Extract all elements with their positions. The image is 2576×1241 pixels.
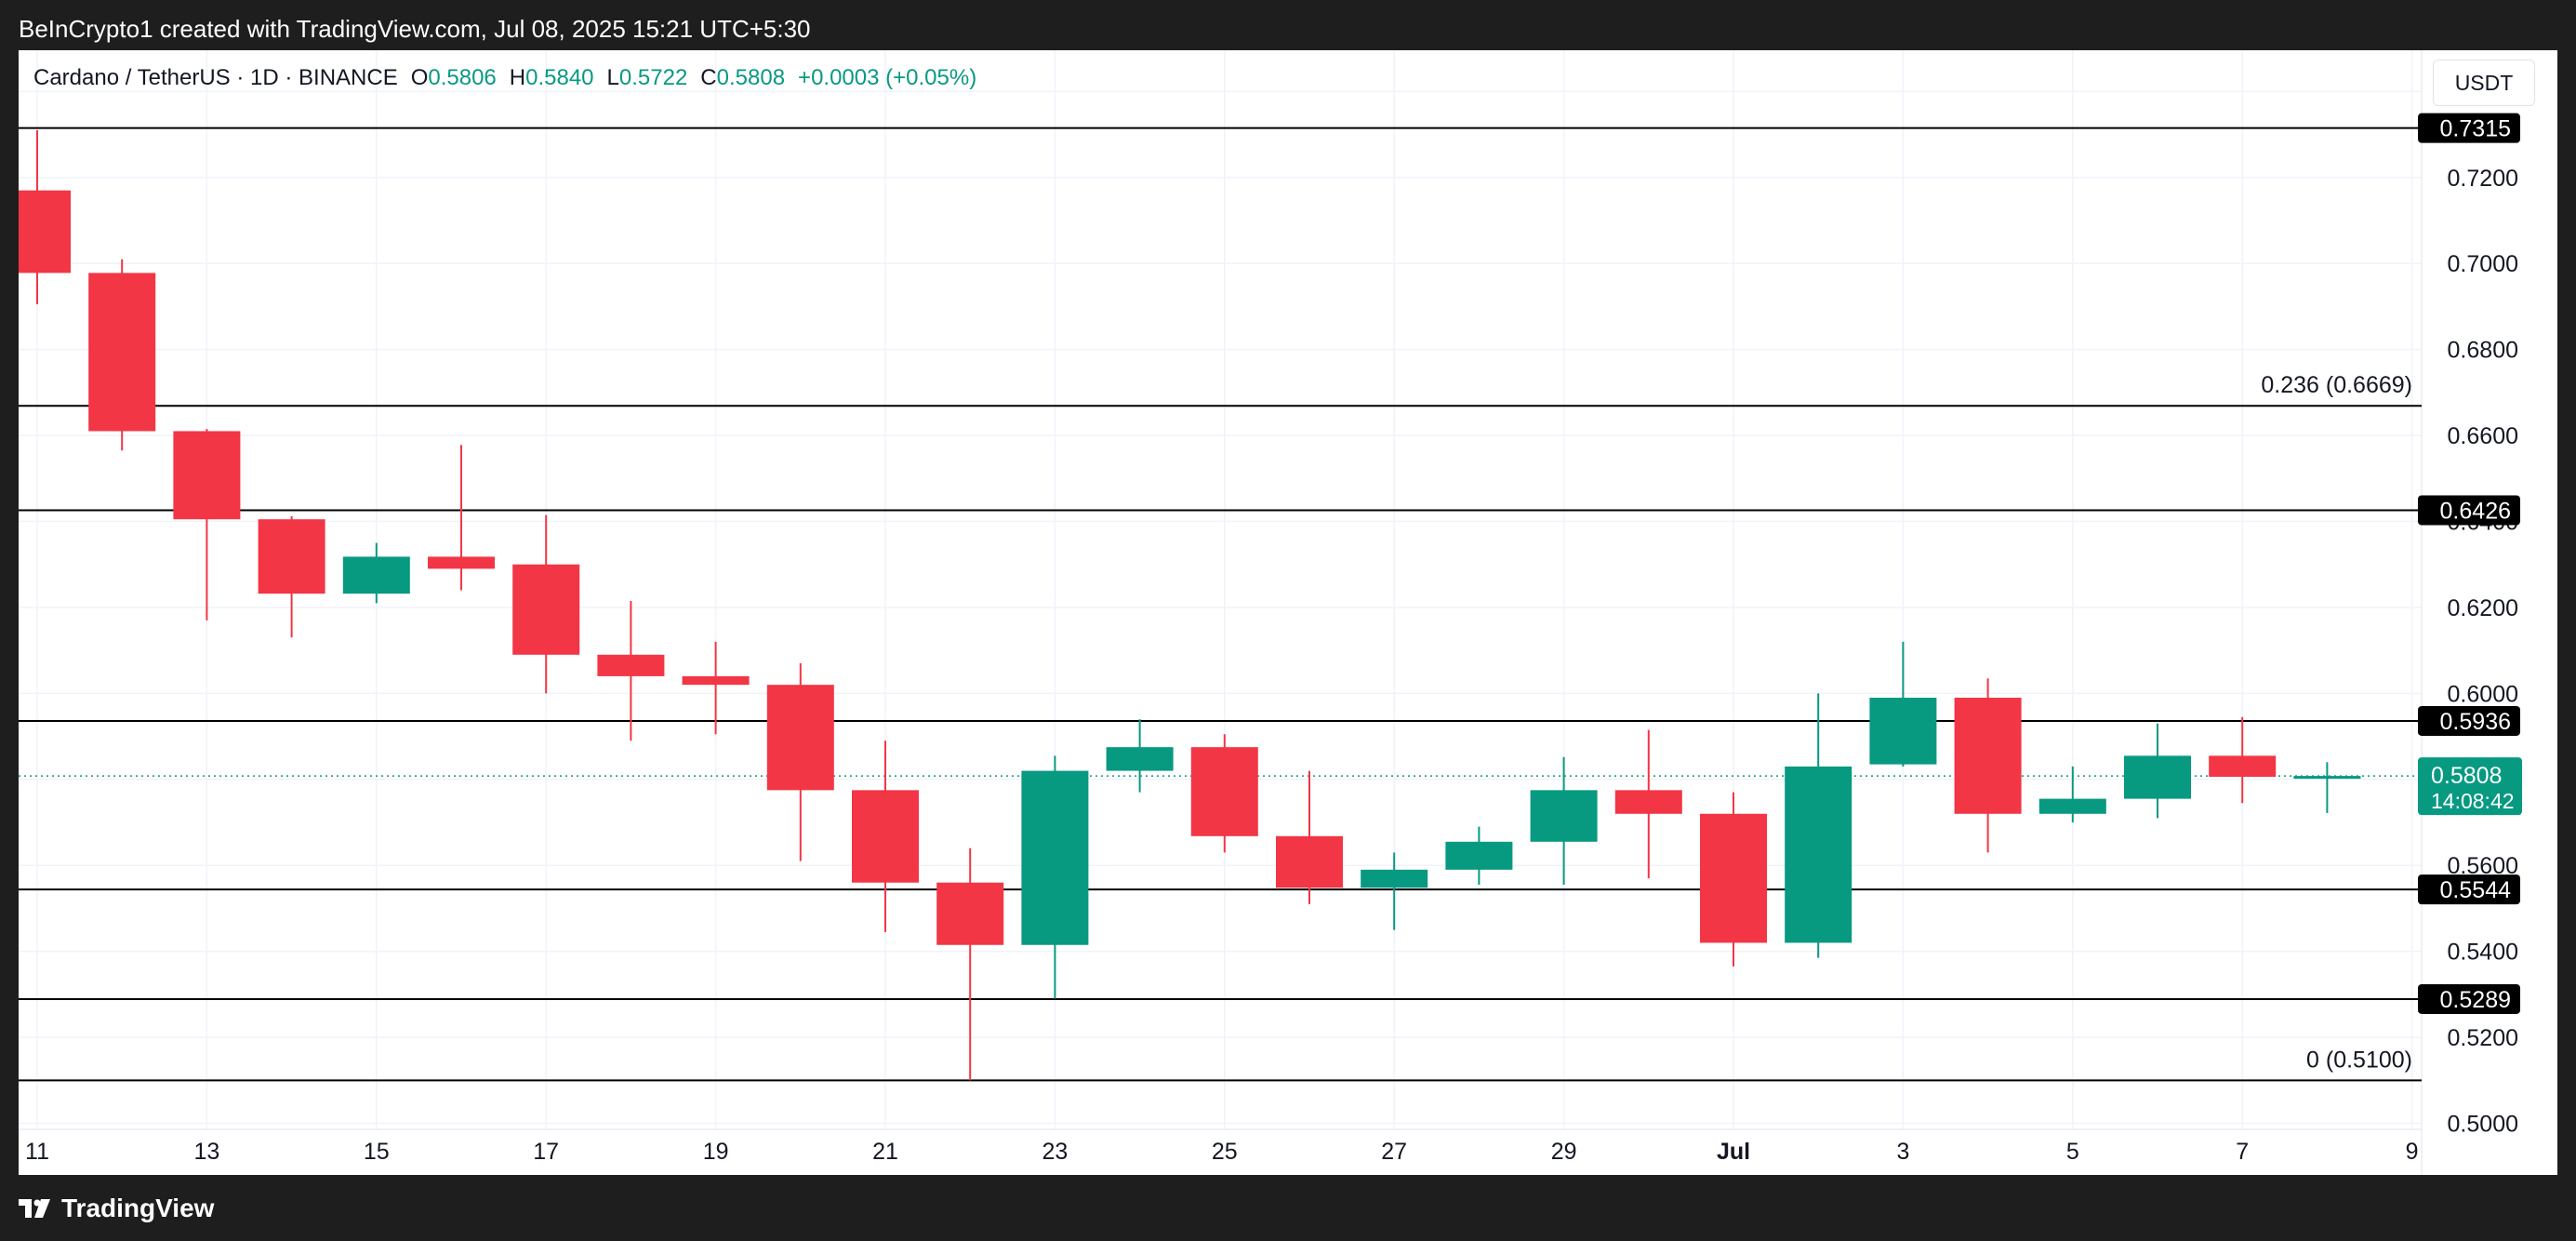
x-tick-label: 13 (193, 1139, 219, 1165)
candlestick-chart[interactable]: 0.74000.72000.70000.68000.66000.64000.62… (19, 50, 2557, 1175)
x-tick-label: 5 (2066, 1139, 2079, 1165)
fib-level-label: 0.236 (0.6669) (2261, 372, 2412, 398)
candle-body (1445, 841, 1513, 870)
y-tick-label: 0.5000 (2448, 1112, 2518, 1138)
y-tick-label: 0.7000 (2448, 251, 2518, 277)
candle-body (1530, 790, 1598, 842)
low-label: L (606, 65, 619, 90)
chart-attribution-bar: BeInCrypto1 created with TradingView.com… (0, 0, 2576, 50)
chart-panel[interactable]: 0.74000.72000.70000.68000.66000.64000.62… (19, 50, 2557, 1175)
high-label: H (509, 65, 526, 90)
open-value: 0.5806 (428, 65, 497, 90)
level-badge (2418, 495, 2520, 526)
tradingview-brand: TradingView (61, 1194, 215, 1222)
candle-body (2209, 755, 2277, 778)
y-tick-label: 0.5200 (2448, 1025, 2518, 1051)
candle-body (1785, 766, 1852, 943)
candle-countdown-label: 14:08:42 (2431, 789, 2515, 813)
x-tick-label: 23 (1042, 1139, 1068, 1165)
candle-body (173, 431, 241, 520)
x-tick-label: 29 (1551, 1139, 1577, 1165)
candle-body (1361, 869, 1428, 888)
candle-body (1700, 813, 1767, 943)
level-badge-label: 0.5936 (2440, 709, 2511, 735)
current-price-label: 0.5808 (2431, 763, 2502, 789)
candle-body (258, 519, 325, 594)
low-value: 0.5722 (618, 65, 688, 90)
x-tick-label: 27 (1381, 1139, 1407, 1165)
close-label: C (700, 65, 717, 90)
x-tick-label: 9 (2406, 1139, 2419, 1165)
candle-body (1869, 698, 1937, 765)
high-value: 0.5840 (525, 65, 594, 90)
candle-body (2038, 798, 2106, 814)
candle-body (852, 790, 919, 883)
x-tick-label: Jul (1717, 1139, 1750, 1165)
candle-body (19, 190, 71, 274)
level-badge-label: 0.5289 (2440, 987, 2511, 1013)
candle-body (88, 273, 156, 432)
close-value: 0.5808 (716, 65, 786, 90)
level-badge (2418, 705, 2520, 736)
open-label: O (410, 65, 429, 90)
y-tick-label: 0.6000 (2448, 681, 2518, 707)
y-tick-label: 0.5400 (2448, 940, 2518, 966)
candle-body (2124, 755, 2191, 799)
attribution-text: BeInCrypto1 created with TradingView.com… (19, 15, 811, 43)
candle-body (342, 556, 410, 594)
symbol-legend: Cardano / TetherUS · 1D · BINANCE O 0.580… (33, 65, 976, 91)
candle-body (682, 675, 750, 686)
candle-body (1106, 747, 1174, 771)
candle-body (1614, 790, 1682, 814)
y-tick-label: 0.7200 (2448, 166, 2518, 192)
candle-body (1954, 698, 2022, 814)
candle-body (936, 882, 1004, 945)
candle-body (1276, 835, 1343, 888)
candle-body (597, 654, 665, 676)
candle-body (2293, 776, 2361, 780)
x-tick-label: 19 (703, 1139, 729, 1165)
candle-body (766, 685, 834, 791)
tradingview-logo[interactable]: TradingView (19, 1194, 214, 1223)
y-tick-label: 0.6600 (2448, 423, 2518, 449)
x-tick-label: 11 (25, 1139, 49, 1165)
level-badge-label: 0.7315 (2440, 116, 2511, 142)
candle-body (1190, 747, 1258, 836)
x-tick-label: 7 (2236, 1139, 2249, 1165)
symbol-name[interactable]: Cardano / TetherUS · 1D · BINANCE (33, 65, 398, 90)
x-tick-label: 21 (872, 1139, 898, 1165)
fib-level-label: 0 (0.5100) (2306, 1047, 2412, 1073)
level-badge (2418, 874, 2520, 905)
x-tick-label: 25 (1212, 1139, 1238, 1165)
footer-bar: TradingView (0, 1175, 2576, 1241)
currency-button[interactable]: USDT (2433, 60, 2535, 106)
level-badge-label: 0.6426 (2440, 499, 2511, 525)
x-tick-label: 3 (1896, 1139, 1909, 1165)
candle-body (512, 564, 580, 655)
level-badge (2418, 113, 2520, 143)
y-tick-label: 0.6200 (2448, 595, 2518, 621)
candle-body (1021, 770, 1089, 945)
x-tick-label: 17 (533, 1139, 559, 1165)
level-badge (2418, 983, 2520, 1014)
tradingview-logo-icon (19, 1199, 50, 1218)
candle-body (428, 556, 495, 569)
level-badge-label: 0.5544 (2440, 877, 2512, 903)
x-tick-label: 15 (364, 1139, 390, 1165)
change-value: +0.0003 (+0.05%) (798, 65, 977, 90)
current-price-badge (2418, 757, 2522, 816)
y-tick-label: 0.6800 (2448, 338, 2518, 364)
